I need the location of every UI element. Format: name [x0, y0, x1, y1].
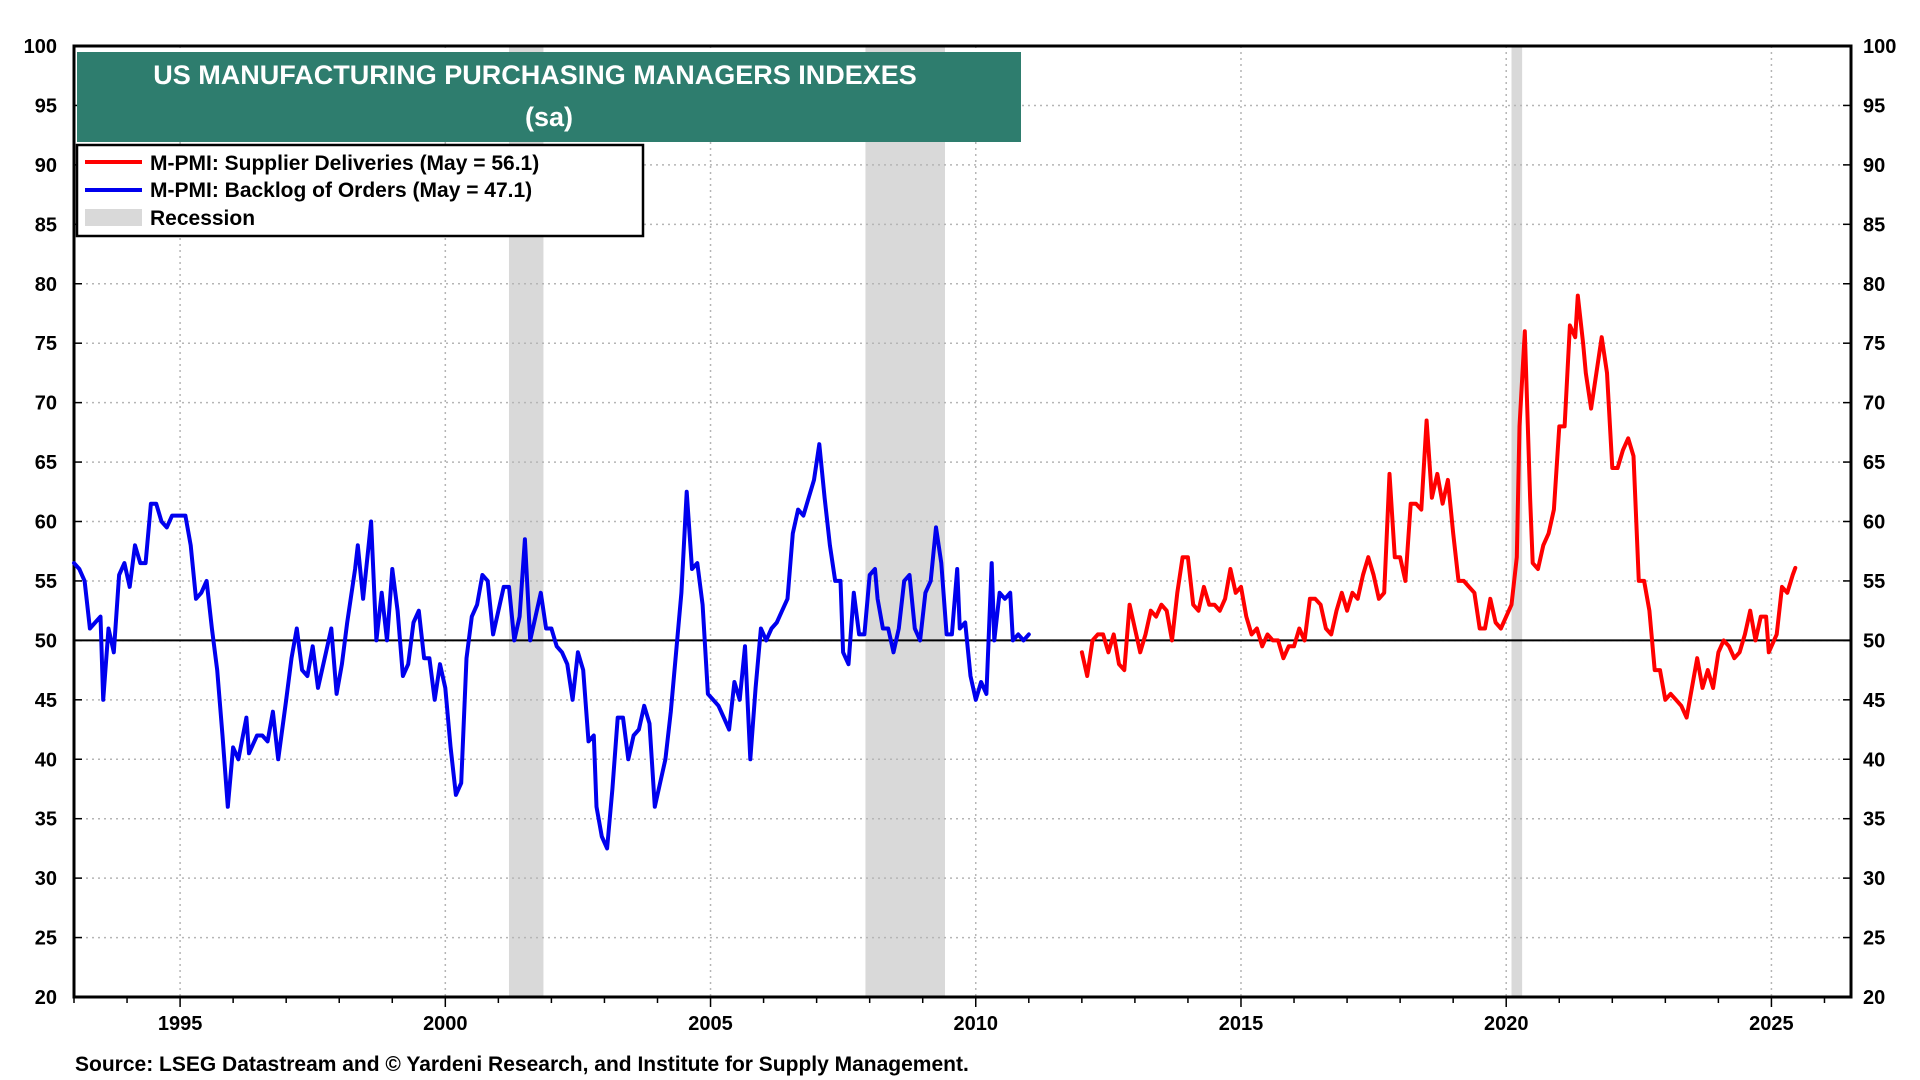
y-tick-label-left: 60	[35, 512, 57, 534]
series-lines	[72, 293, 1798, 851]
x-tick-label: 2025	[1749, 1013, 1794, 1035]
y-tick-label-right: 60	[1863, 512, 1885, 534]
y-tick-label-right: 90	[1863, 155, 1885, 177]
y-tick-label-right: 55	[1863, 571, 1885, 593]
source-note: Source: LSEG Datastream and © Yardeni Re…	[75, 1053, 969, 1076]
legend-box	[75, 143, 645, 238]
y-tick-label-left: 100	[24, 36, 57, 58]
legend-label-backlog: M-PMI: Backlog of Orders (May = 47.1)	[150, 179, 532, 202]
y-tick-label-right: 25	[1863, 928, 1885, 950]
series-line-supplier	[1079, 293, 1798, 720]
y-tick-label-right: 40	[1863, 749, 1885, 771]
y-tick-label-left: 70	[35, 393, 57, 415]
y-tick-label-left: 35	[35, 809, 57, 831]
legend-label-recession: Recession	[150, 207, 255, 230]
x-tick-label: 2005	[688, 1013, 733, 1035]
y-tick-label-left: 55	[35, 571, 57, 593]
title-background	[77, 52, 1021, 142]
x-tick-label: 2020	[1484, 1013, 1529, 1035]
legend-swatch-recession	[85, 209, 142, 226]
y-tick-label-right: 75	[1863, 333, 1885, 355]
legend-label-supplier: M-PMI: Supplier Deliveries (May = 56.1)	[150, 152, 539, 175]
y-tick-label-right: 85	[1863, 214, 1885, 236]
chart-title: US MANUFACTURING PURCHASING MANAGERS IND…	[153, 60, 917, 90]
y-tick-label-left: 45	[35, 690, 57, 712]
y-tick-label-right: 95	[1863, 95, 1885, 117]
y-tick-label-left: 50	[35, 630, 57, 652]
y-tick-label-right: 80	[1863, 274, 1885, 296]
y-tick-label-right: 65	[1863, 452, 1885, 474]
y-tick-label-left: 30	[35, 868, 57, 890]
y-tick-label-left: 20	[35, 987, 57, 1009]
plot-frame	[72, 44, 1853, 999]
y-tick-label-right: 45	[1863, 690, 1885, 712]
y-tick-label-left: 80	[35, 274, 57, 296]
title-box: US MANUFACTURING PURCHASING MANAGERS IND…	[77, 52, 1021, 142]
y-tick-label-left: 85	[35, 214, 57, 236]
y-tick-label-left: 25	[35, 928, 57, 950]
x-tick-label: 2000	[423, 1013, 468, 1035]
y-tick-label-left: 95	[35, 95, 57, 117]
legend: M-PMI: Supplier Deliveries (May = 56.1) …	[75, 143, 645, 238]
y-tick-label-right: 100	[1863, 36, 1896, 58]
y-tick-label-left: 90	[35, 155, 57, 177]
x-tick-label: 2010	[954, 1013, 999, 1035]
y-tick-label-left: 40	[35, 749, 57, 771]
y-tick-label-right: 30	[1863, 868, 1885, 890]
y-tick-label-right: 50	[1863, 630, 1885, 652]
y-tick-label-right: 20	[1863, 987, 1885, 1009]
x-tick-label: 1995	[158, 1013, 203, 1035]
series-line-backlog	[72, 442, 1031, 851]
x-tick-label: 2015	[1219, 1013, 1264, 1035]
y-tick-label-right: 35	[1863, 809, 1885, 831]
y-tick-label-left: 75	[35, 333, 57, 355]
y-tick-label-left: 65	[35, 452, 57, 474]
y-tick-label-right: 70	[1863, 393, 1885, 415]
chart-subtitle: (sa)	[525, 102, 573, 132]
